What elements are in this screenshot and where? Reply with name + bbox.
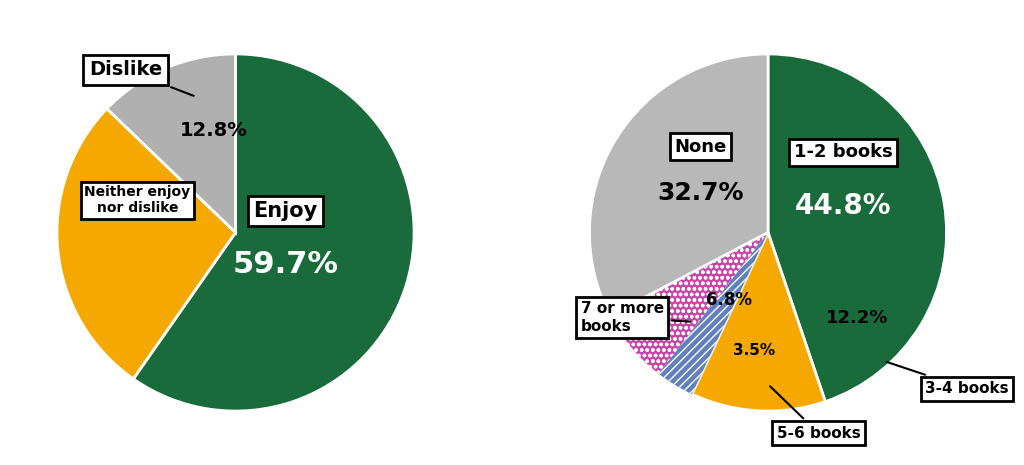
- Text: 32.7%: 32.7%: [657, 181, 743, 205]
- Wedge shape: [768, 54, 946, 402]
- Wedge shape: [658, 232, 768, 394]
- Text: 12.8%: 12.8%: [180, 121, 248, 140]
- Text: 59.7%: 59.7%: [232, 250, 339, 279]
- Text: Enjoy: Enjoy: [253, 201, 317, 221]
- Text: 7 or more
books: 7 or more books: [581, 301, 690, 334]
- Text: 6.8%: 6.8%: [706, 292, 752, 309]
- Text: 27.5%: 27.5%: [101, 255, 173, 275]
- Wedge shape: [57, 109, 236, 379]
- Text: 3.5%: 3.5%: [732, 343, 775, 358]
- Text: 5-6 books: 5-6 books: [770, 386, 861, 441]
- Text: 3-4 books: 3-4 books: [887, 362, 1009, 396]
- Wedge shape: [590, 54, 768, 316]
- Wedge shape: [133, 54, 414, 411]
- Text: Neither enjoy
nor dislike: Neither enjoy nor dislike: [84, 185, 190, 215]
- Text: 44.8%: 44.8%: [795, 192, 891, 220]
- Text: 12.2%: 12.2%: [826, 309, 889, 327]
- Text: None: None: [674, 138, 726, 156]
- Wedge shape: [106, 54, 236, 232]
- Text: 1-2 books: 1-2 books: [794, 143, 892, 161]
- Wedge shape: [692, 232, 825, 411]
- Text: Dislike: Dislike: [89, 60, 194, 96]
- Wedge shape: [610, 232, 768, 373]
